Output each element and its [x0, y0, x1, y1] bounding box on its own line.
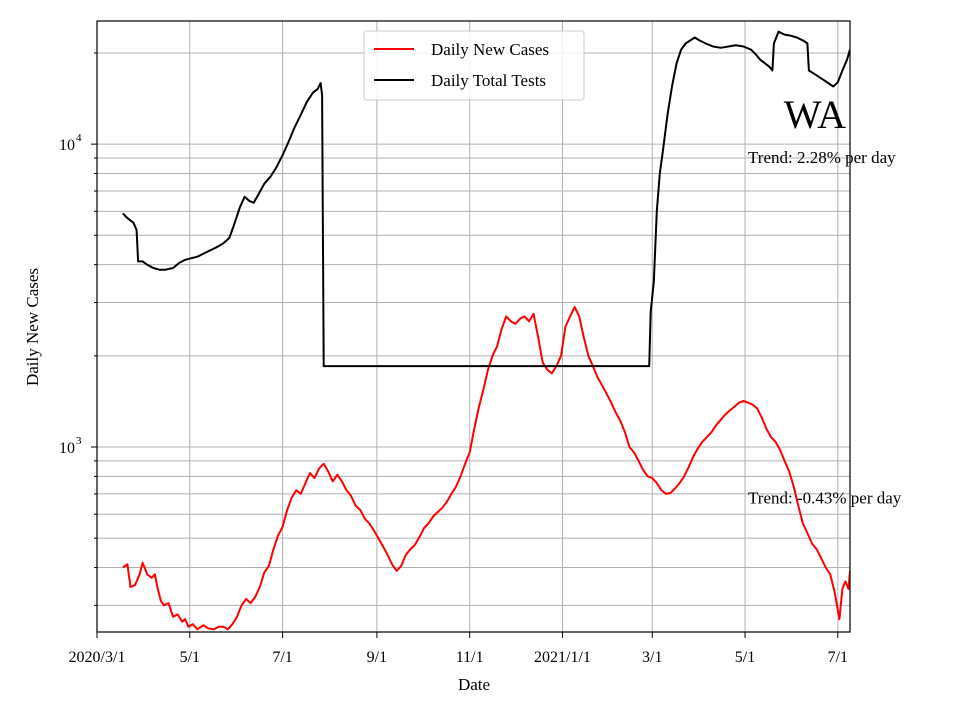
x-tick-label: 5/1 — [180, 649, 200, 666]
y-tick-base: 10 — [59, 440, 75, 457]
x-tick-label: 5/1 — [735, 649, 755, 666]
legend-entry-tests: Daily Total Tests — [431, 71, 546, 90]
x-tick-label: 9/1 — [367, 649, 387, 666]
trend-annotation-tests: Trend: 2.28% per day — [748, 148, 896, 167]
x-tick-label: 7/1 — [272, 649, 292, 666]
x-tick-label: 2020/3/1 — [69, 649, 126, 666]
series-layer — [122, 30, 850, 631]
legend-entry-cases: Daily New Cases — [431, 40, 549, 59]
y-tick-base: 10 — [59, 137, 75, 154]
y-axis-label: Daily New Cases — [23, 268, 42, 386]
trend-annotation-cases: Trend: -0.43% per day — [748, 489, 902, 508]
y-tick-label: 10 — [59, 440, 75, 457]
y-tick-exponent: 3 — [76, 435, 82, 447]
x-tick-label: 7/1 — [828, 649, 848, 666]
x-tick-label: 11/1 — [456, 649, 484, 666]
axis-ticks: 2020/3/1 5/1 7/1 9/1 11/1 2021/1/1 3/1 5/1 7/1 10… — [59, 52, 848, 666]
series-line-daily-new-cases — [122, 306, 850, 631]
series-line-daily-total-tests — [122, 30, 850, 368]
x-tick-label: 2021/1/1 — [534, 649, 591, 666]
plot-frame — [96, 20, 851, 633]
y-tick-label: 10 — [59, 137, 75, 154]
x-axis-label: Date — [458, 675, 490, 694]
y-tick-exponent: 4 — [76, 132, 82, 144]
legend: Daily New Cases Daily Total Tests — [363, 30, 585, 101]
region-label: WA — [784, 92, 846, 137]
x-tick-label: 3/1 — [642, 649, 662, 666]
legend-box — [363, 30, 585, 101]
grid — [96, 21, 850, 632]
